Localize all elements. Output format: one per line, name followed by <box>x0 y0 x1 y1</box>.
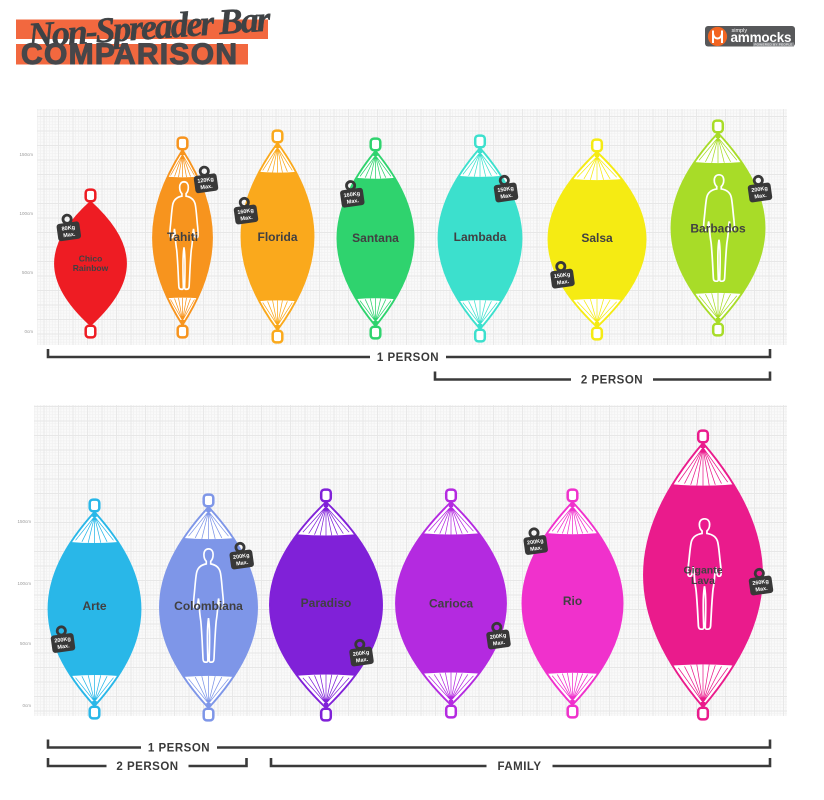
svg-text:Colombiana: Colombiana <box>174 599 243 613</box>
svg-text:Rainbow: Rainbow <box>73 263 109 273</box>
svg-text:2 PERSON: 2 PERSON <box>116 761 178 773</box>
svg-text:50cm: 50cm <box>22 270 33 275</box>
svg-text:Carioca: Carioca <box>429 597 473 611</box>
svg-text:Max.: Max. <box>200 184 213 192</box>
svg-text:160Kg: 160Kg <box>343 191 360 199</box>
svg-text:Max.: Max. <box>557 279 570 287</box>
svg-text:POWERED BY PEOPLE: POWERED BY PEOPLE <box>754 43 792 47</box>
svg-text:Paradiso: Paradiso <box>301 596 352 610</box>
svg-text:Max.: Max. <box>530 545 543 553</box>
svg-text:0cm: 0cm <box>24 329 33 334</box>
svg-text:Max.: Max. <box>493 640 506 648</box>
svg-text:80Kg: 80Kg <box>61 225 75 233</box>
svg-text:Santana: Santana <box>352 231 399 245</box>
svg-text:Barbados: Barbados <box>690 222 746 236</box>
svg-text:Max.: Max. <box>63 232 76 240</box>
svg-text:150Kg: 150Kg <box>554 272 571 280</box>
svg-text:Max.: Max. <box>57 643 70 651</box>
svg-text:Arte: Arte <box>82 599 106 613</box>
svg-text:Tahiti: Tahiti <box>167 230 198 244</box>
svg-text:200Kg: 200Kg <box>54 636 71 644</box>
svg-text:1 PERSON: 1 PERSON <box>148 743 210 755</box>
svg-text:150Kg: 150Kg <box>497 186 514 194</box>
svg-text:200Kg: 200Kg <box>490 633 507 641</box>
svg-text:Salsa: Salsa <box>581 231 613 245</box>
svg-text:simply: simply <box>732 28 748 34</box>
svg-text:Max.: Max. <box>754 193 767 201</box>
svg-text:100cm: 100cm <box>17 581 31 586</box>
svg-text:Max.: Max. <box>500 193 513 201</box>
svg-text:260Kg: 260Kg <box>752 579 769 587</box>
svg-text:Max.: Max. <box>356 657 369 665</box>
svg-text:200Kg: 200Kg <box>353 650 370 658</box>
svg-text:100cm: 100cm <box>19 211 33 216</box>
svg-text:Gigante: Gigante <box>683 565 722 577</box>
svg-text:0cm: 0cm <box>22 703 31 708</box>
svg-text:Max.: Max. <box>346 198 359 206</box>
svg-text:1 PERSON: 1 PERSON <box>377 352 439 364</box>
svg-text:200Kg: 200Kg <box>233 553 250 561</box>
svg-text:50cm: 50cm <box>20 641 31 646</box>
svg-text:Max.: Max. <box>755 586 768 594</box>
svg-text:200Kg: 200Kg <box>751 186 768 194</box>
svg-text:ammocks: ammocks <box>731 30 792 45</box>
svg-text:Chico: Chico <box>79 254 103 264</box>
svg-text:160Kg: 160Kg <box>237 208 254 216</box>
svg-text:Rio: Rio <box>563 594 582 608</box>
svg-text:Max.: Max. <box>240 215 253 223</box>
svg-text:Lava: Lava <box>691 575 715 587</box>
svg-text:Florida: Florida <box>257 230 297 244</box>
svg-text:Lambada: Lambada <box>454 230 507 244</box>
svg-text:2 PERSON: 2 PERSON <box>581 375 643 387</box>
svg-text:200Kg: 200Kg <box>527 538 544 546</box>
svg-text:150cm: 150cm <box>19 152 33 157</box>
svg-text:COMPARISON: COMPARISON <box>21 38 237 71</box>
svg-text:150cm: 150cm <box>17 519 31 524</box>
svg-text:FAMILY: FAMILY <box>497 761 541 773</box>
svg-text:Max.: Max. <box>236 560 249 568</box>
svg-text:120Kg: 120Kg <box>197 177 214 185</box>
